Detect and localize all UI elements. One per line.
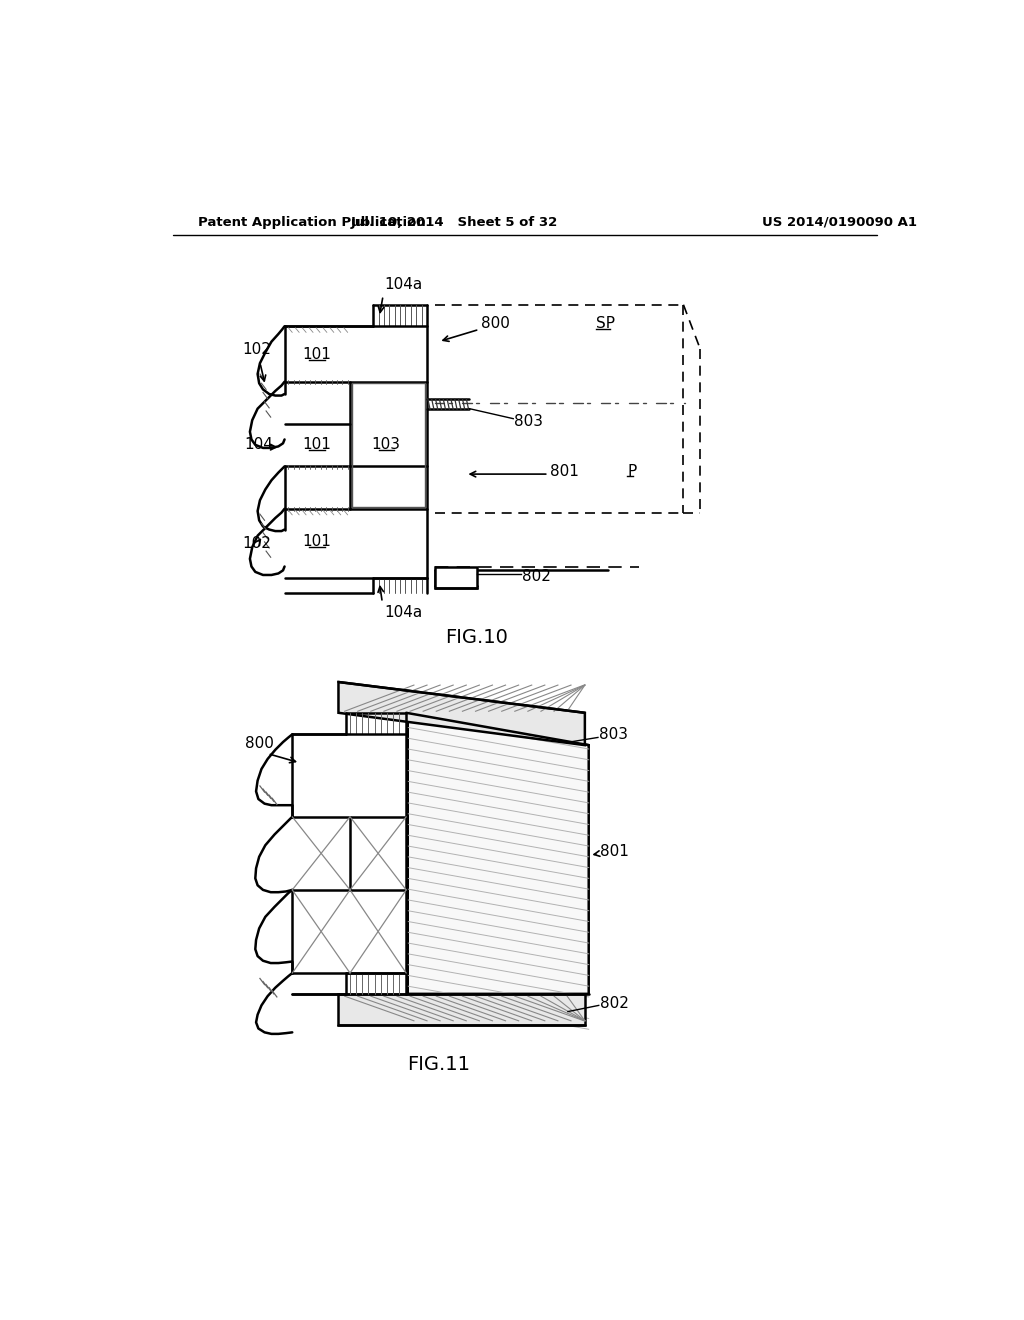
Text: Patent Application Publication: Patent Application Publication	[199, 215, 426, 228]
Text: 800: 800	[245, 737, 273, 751]
Text: 801: 801	[600, 843, 629, 859]
Text: Jul. 10, 2014   Sheet 5 of 32: Jul. 10, 2014 Sheet 5 of 32	[350, 215, 558, 228]
Text: 803: 803	[599, 727, 628, 742]
Text: 101: 101	[302, 347, 332, 362]
Polygon shape	[408, 713, 589, 994]
Text: 101: 101	[302, 535, 332, 549]
Text: 800: 800	[481, 317, 510, 331]
Text: 802: 802	[521, 569, 551, 583]
Text: 104: 104	[245, 437, 273, 453]
Text: 104a: 104a	[385, 277, 423, 292]
Polygon shape	[339, 994, 585, 1024]
Text: 101: 101	[302, 437, 332, 453]
Text: 102: 102	[243, 536, 271, 550]
Text: FIG.11: FIG.11	[408, 1056, 470, 1074]
Text: P: P	[628, 465, 637, 479]
Text: SP: SP	[596, 317, 615, 331]
Text: 802: 802	[600, 997, 629, 1011]
Text: 103: 103	[372, 437, 400, 453]
Text: 104a: 104a	[385, 605, 423, 620]
Polygon shape	[339, 682, 585, 744]
Text: 801: 801	[550, 465, 580, 479]
Text: 102: 102	[243, 342, 271, 356]
Text: FIG.10: FIG.10	[445, 628, 509, 647]
Polygon shape	[435, 566, 477, 589]
Text: 803: 803	[514, 414, 543, 429]
Text: US 2014/0190090 A1: US 2014/0190090 A1	[762, 215, 916, 228]
